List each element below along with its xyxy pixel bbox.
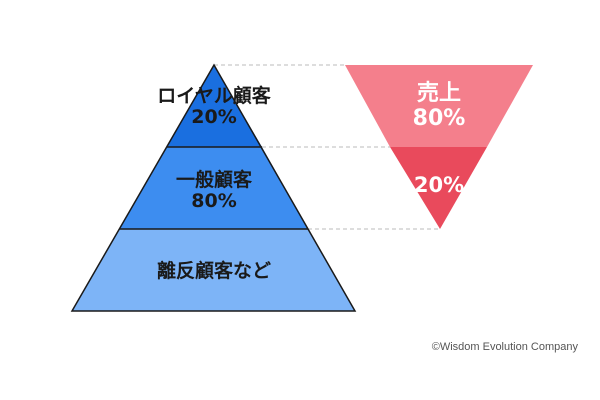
pyramid-tier-loyal: [167, 65, 262, 147]
tier-churned-label: 離反顧客など: [156, 260, 271, 282]
funnel-top-segment: [345, 65, 533, 147]
tier-loyal-label-group: ロイヤル顧客 20%: [150, 86, 278, 128]
funnel-bottom-segment: [390, 147, 487, 229]
funnel-top-label-group: 売上 80%: [389, 81, 489, 132]
pyramid-tier-general: [119, 147, 308, 229]
sales-top-percent: 80%: [412, 106, 466, 132]
tier-general-label-group: 一般顧客 80%: [150, 170, 278, 212]
funnel-bottom-label-group: 20%: [393, 173, 485, 197]
tier-loyal-percent: 20%: [191, 105, 237, 128]
sales-title: 売上: [416, 81, 461, 106]
pyramid-outline: [70, 63, 357, 312]
copyright-text: ©Wisdom Evolution Company: [431, 341, 578, 353]
sales-bottom-percent: 20%: [413, 173, 465, 197]
tier-general-percent: 80%: [191, 189, 237, 212]
tier-general-label: 一般顧客: [175, 169, 252, 191]
pyramid-tier-churned: [72, 229, 355, 311]
tier-churned-label-group: 離反顧客など: [130, 261, 298, 282]
tier-loyal-label: ロイヤル顧客: [157, 85, 271, 107]
